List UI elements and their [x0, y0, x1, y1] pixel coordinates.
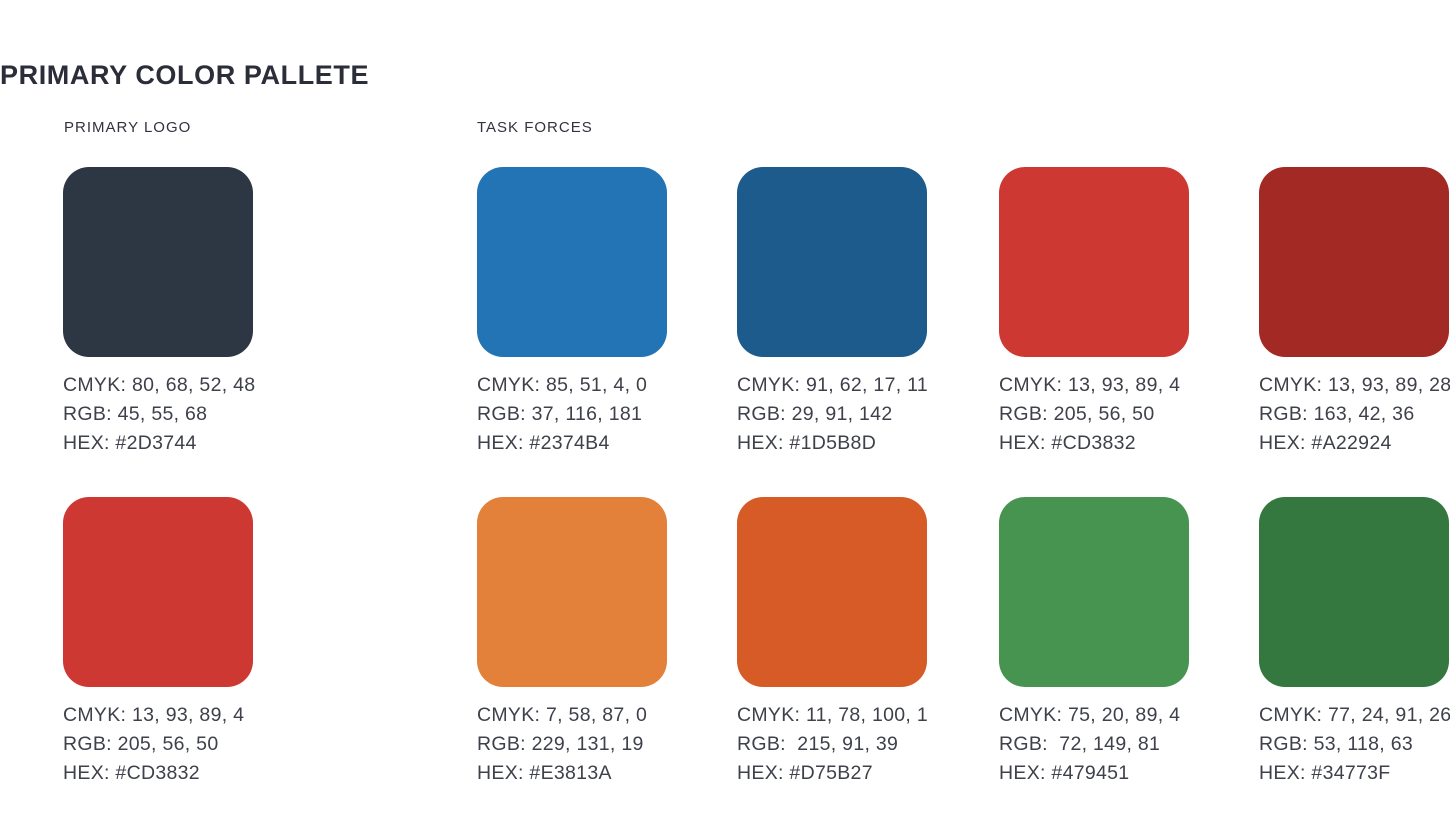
rgb-value: RGB: 29, 91, 142 — [737, 403, 893, 425]
cmyk-value: CMYK: 13, 93, 89, 28 — [1259, 374, 1450, 396]
color-card-dark-blue: CMYK: 91, 62, 17, 11 RGB: 29, 91, 142 HE… — [737, 167, 928, 458]
hex-value: HEX: #A22924 — [1259, 432, 1392, 454]
rgb-value: RGB: 205, 56, 50 — [63, 733, 219, 755]
hex-value: HEX: #34773F — [1259, 762, 1391, 784]
cmyk-value: CMYK: 13, 93, 89, 4 — [63, 704, 245, 726]
color-info: CMYK: 75, 20, 89, 4 RGB: 72, 149, 81 HEX… — [999, 701, 1189, 788]
color-swatch — [737, 167, 927, 357]
color-swatch — [477, 167, 667, 357]
rgb-value: RGB: 205, 56, 50 — [999, 403, 1155, 425]
rgb-value: RGB: 215, 91, 39 — [737, 733, 899, 755]
color-swatch — [1259, 497, 1449, 687]
cmyk-value: CMYK: 7, 58, 87, 0 — [477, 704, 648, 726]
section-label-task-forces: TASK FORCES — [477, 119, 593, 136]
cmyk-value: CMYK: 85, 51, 4, 0 — [477, 374, 648, 396]
rgb-value: RGB: 163, 42, 36 — [1259, 403, 1415, 425]
cmyk-value: CMYK: 80, 68, 52, 48 — [63, 374, 256, 396]
color-card-primary-navy: CMYK: 80, 68, 52, 48 RGB: 45, 55, 68 HEX… — [63, 167, 256, 458]
color-swatch — [999, 167, 1189, 357]
cmyk-value: CMYK: 13, 93, 89, 4 — [999, 374, 1181, 396]
cmyk-value: CMYK: 11, 78, 100, 1 — [737, 704, 928, 726]
color-info: CMYK: 13, 93, 89, 4 RGB: 205, 56, 50 HEX… — [63, 701, 253, 788]
color-card-orange-red: CMYK: 11, 78, 100, 1 RGB: 215, 91, 39 HE… — [737, 497, 928, 788]
color-card-blue: CMYK: 85, 51, 4, 0 RGB: 37, 116, 181 HEX… — [477, 167, 667, 458]
color-card-primary-red: CMYK: 13, 93, 89, 4 RGB: 205, 56, 50 HEX… — [63, 497, 253, 788]
section-label-primary-logo: PRIMARY LOGO — [64, 119, 192, 136]
color-info: CMYK: 13, 93, 89, 4 RGB: 205, 56, 50 HEX… — [999, 371, 1189, 458]
color-swatch — [999, 497, 1189, 687]
rgb-value: RGB: 53, 118, 63 — [1259, 733, 1414, 755]
rgb-value: RGB: 37, 116, 181 — [477, 403, 643, 425]
page-title: PRIMARY COLOR PALLETE — [0, 60, 370, 90]
color-info: CMYK: 80, 68, 52, 48 RGB: 45, 55, 68 HEX… — [63, 371, 256, 458]
color-card-red: CMYK: 13, 93, 89, 4 RGB: 205, 56, 50 HEX… — [999, 167, 1189, 458]
hex-value: HEX: #1D5B8D — [737, 432, 877, 454]
color-info: CMYK: 91, 62, 17, 11 RGB: 29, 91, 142 HE… — [737, 371, 928, 458]
color-card-dark-red: CMYK: 13, 93, 89, 28 RGB: 163, 42, 36 HE… — [1259, 167, 1450, 458]
rgb-value: RGB: 229, 131, 19 — [477, 733, 644, 755]
color-info: CMYK: 13, 93, 89, 28 RGB: 163, 42, 36 HE… — [1259, 371, 1450, 458]
hex-value: HEX: #2D3744 — [63, 432, 197, 454]
color-info: CMYK: 85, 51, 4, 0 RGB: 37, 116, 181 HEX… — [477, 371, 667, 458]
color-swatch — [1259, 167, 1449, 357]
color-swatch — [63, 167, 253, 357]
hex-value: HEX: #CD3832 — [63, 762, 200, 784]
color-swatch — [737, 497, 927, 687]
color-card-orange: CMYK: 7, 58, 87, 0 RGB: 229, 131, 19 HEX… — [477, 497, 667, 788]
color-card-dark-green: CMYK: 77, 24, 91, 26 RGB: 53, 118, 63 HE… — [1259, 497, 1450, 788]
rgb-value: RGB: 45, 55, 68 — [63, 403, 208, 425]
hex-value: HEX: #D75B27 — [737, 762, 873, 784]
color-info: CMYK: 11, 78, 100, 1 RGB: 215, 91, 39 HE… — [737, 701, 928, 788]
hex-value: HEX: #E3813A — [477, 762, 612, 784]
color-card-green: CMYK: 75, 20, 89, 4 RGB: 72, 149, 81 HEX… — [999, 497, 1189, 788]
color-info: CMYK: 7, 58, 87, 0 RGB: 229, 131, 19 HEX… — [477, 701, 667, 788]
color-swatch — [63, 497, 253, 687]
cmyk-value: CMYK: 75, 20, 89, 4 — [999, 704, 1181, 726]
rgb-value: RGB: 72, 149, 81 — [999, 733, 1161, 755]
hex-value: HEX: #479451 — [999, 762, 1130, 784]
hex-value: HEX: #2374B4 — [477, 432, 610, 454]
hex-value: HEX: #CD3832 — [999, 432, 1136, 454]
cmyk-value: CMYK: 91, 62, 17, 11 — [737, 374, 928, 396]
color-swatch — [477, 497, 667, 687]
cmyk-value: CMYK: 77, 24, 91, 26 — [1259, 704, 1450, 726]
color-info: CMYK: 77, 24, 91, 26 RGB: 53, 118, 63 HE… — [1259, 701, 1450, 788]
